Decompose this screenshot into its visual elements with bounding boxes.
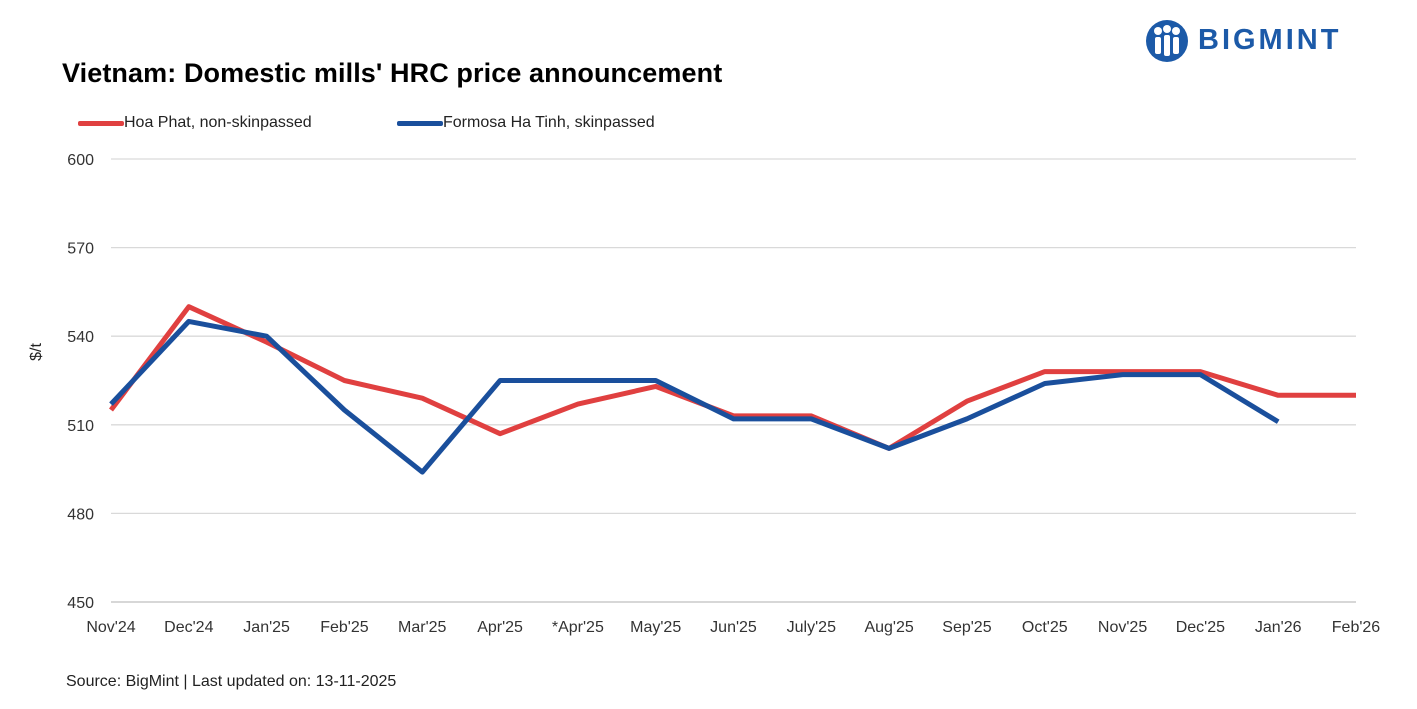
y-tick-label: 570 xyxy=(67,241,94,258)
x-tick-label: Feb'25 xyxy=(320,619,369,636)
x-tick-label: Feb'26 xyxy=(1332,619,1381,636)
x-tick-label: Jan'26 xyxy=(1255,619,1302,636)
y-axis-label: $/t xyxy=(28,343,45,361)
bigmint-people-icon xyxy=(1146,20,1188,62)
x-tick-label: Nov'25 xyxy=(1098,619,1147,636)
brand-name: BIGMINT xyxy=(1198,24,1342,56)
x-tick-label: Mar'25 xyxy=(398,619,447,636)
y-tick-label: 540 xyxy=(67,329,94,346)
legend-label-hoa-phat: Hoa Phat, non-skinpassed xyxy=(124,114,312,131)
legend-swatch-hoa-phat xyxy=(78,120,124,126)
legend-item-hoa-phat: Hoa Phat, non-skinpassed xyxy=(78,114,312,132)
source-note: Source: BigMint | Last updated on: 13-11… xyxy=(66,673,397,690)
brand-logo: BIGMINT xyxy=(1144,18,1374,66)
legend-item-formosa: Formosa Ha Tinh, skinpassed xyxy=(397,114,655,132)
x-tick-label: Nov'24 xyxy=(86,619,135,636)
x-tick-label: May'25 xyxy=(630,619,681,636)
x-tick-label: July'25 xyxy=(787,619,836,636)
y-tick-label: 600 xyxy=(67,152,94,169)
x-tick-label: Jan'25 xyxy=(243,619,290,636)
legend-swatch-formosa xyxy=(397,120,443,126)
chart-title: Vietnam: Domestic mills' HRC price annou… xyxy=(62,58,723,88)
series-line-hoa-phat xyxy=(109,304,1356,451)
x-tick-label: Dec'25 xyxy=(1176,619,1225,636)
x-tick-label: Oct'25 xyxy=(1022,619,1068,636)
x-tick-label: *Apr'25 xyxy=(552,619,604,636)
legend-label-formosa: Formosa Ha Tinh, skinpassed xyxy=(443,114,655,131)
series-line-formosa xyxy=(109,318,1280,475)
y-tick-label: 510 xyxy=(67,418,94,435)
y-tick-label: 480 xyxy=(67,506,94,523)
x-tick-label: Sep'25 xyxy=(942,619,991,636)
x-tick-label: Jun'25 xyxy=(710,619,757,636)
x-tick-label: Aug'25 xyxy=(864,619,913,636)
x-tick-label: Apr'25 xyxy=(477,619,523,636)
x-tick-label: Dec'24 xyxy=(164,619,213,636)
y-tick-label: 450 xyxy=(67,595,94,612)
